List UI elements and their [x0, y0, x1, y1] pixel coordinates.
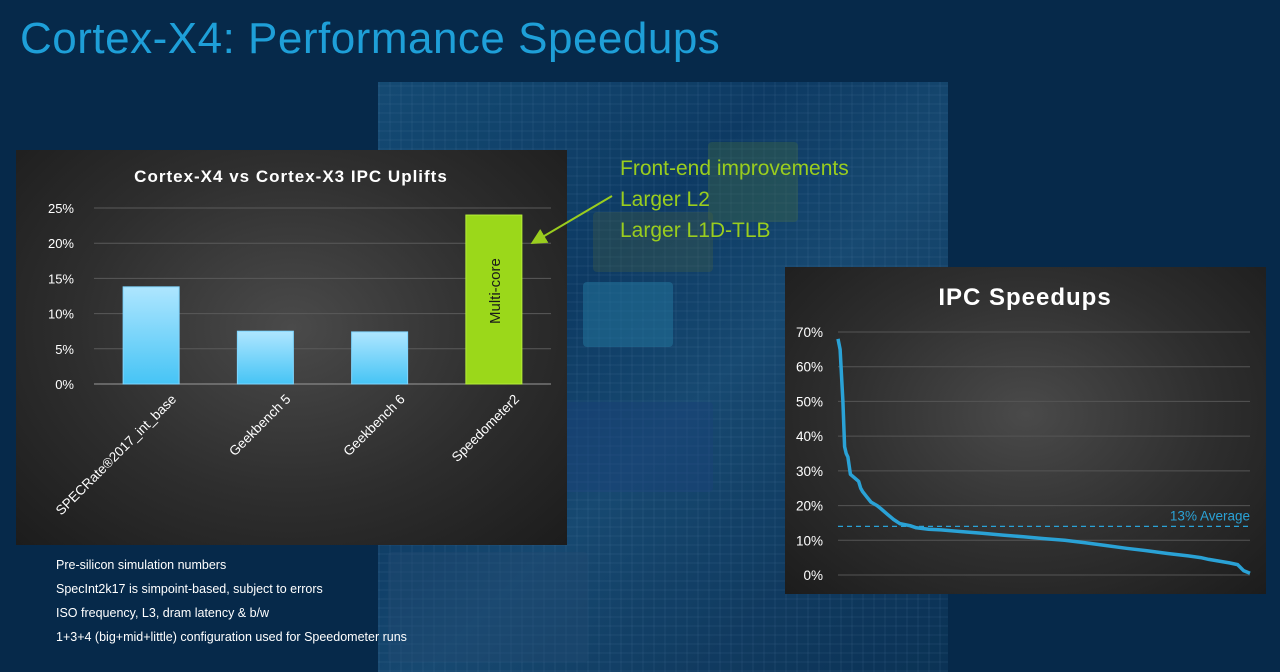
- footnote: SpecInt2k17 is simpoint-based, subject t…: [56, 582, 323, 596]
- die-block: [583, 282, 673, 347]
- average-label: 13% Average: [1170, 508, 1250, 523]
- bar-annotation: Multi-core: [487, 258, 504, 324]
- y-tick-label: 0%: [803, 568, 823, 583]
- y-tick-label: 5%: [55, 342, 74, 357]
- y-tick-label: 40%: [796, 429, 823, 444]
- die-block: [388, 552, 588, 662]
- bar: [122, 286, 180, 385]
- y-tick-label: 30%: [796, 464, 823, 479]
- ipc-speedups-chart-svg: IPC Speedups 0% 10% 20% 30% 40% 50% 60% 70% 13% A…: [796, 284, 1251, 583]
- ipc-speedups-chart: IPC Speedups 0% 10% 20% 30% 40% 50% 60% 70% 13% A…: [785, 267, 1266, 594]
- footnotes: Pre-silicon simulation numbers SpecInt2k…: [56, 553, 407, 649]
- die-block: [563, 402, 713, 492]
- die-block: [708, 142, 798, 222]
- x-tick-label: SPECRate®2017_int_base: [53, 392, 179, 518]
- y-tick-label: 60%: [796, 360, 823, 375]
- y-tick-label: 10%: [796, 533, 823, 548]
- die-block: [593, 212, 713, 272]
- ipc-uplift-chart: Cortex-X4 vs Cortex-X3 IPC Uplifts 0% 5% 10…: [16, 150, 567, 545]
- bar: [351, 331, 409, 385]
- improvements-callout: Front-end improvements Larger L2 Larger …: [620, 153, 849, 246]
- y-tick-label: 25%: [48, 201, 74, 216]
- bar: [236, 330, 294, 385]
- footnote: Pre-silicon simulation numbers: [56, 558, 227, 572]
- callout-line: Larger L1D-TLB: [620, 219, 771, 242]
- y-tick-label: 20%: [48, 236, 74, 251]
- callout-line: Larger L2: [620, 188, 710, 211]
- x-tick-label: Geekbench 5: [226, 392, 293, 459]
- y-tick-label: 10%: [48, 307, 74, 322]
- slide-title: Cortex-X4: Performance Speedups: [20, 14, 721, 63]
- chart-title: Cortex-X4 vs Cortex-X3 IPC Uplifts: [134, 167, 448, 186]
- y-tick-label: 50%: [796, 394, 823, 409]
- ipc-uplift-chart-svg: Cortex-X4 vs Cortex-X3 IPC Uplifts 0% 5% 10…: [48, 167, 551, 518]
- callout-line: Front-end improvements: [620, 157, 849, 180]
- chart-title: IPC Speedups: [938, 284, 1111, 311]
- y-tick-label: 20%: [796, 499, 823, 514]
- footnote: 1+3+4 (big+mid+little) configuration use…: [56, 630, 407, 644]
- series-line: [836, 338, 1251, 575]
- x-tick-label: Speedometer2: [449, 392, 522, 465]
- bar: [465, 214, 523, 385]
- y-tick-label: 0%: [55, 377, 74, 392]
- y-tick-label: 15%: [48, 271, 74, 286]
- y-tick-label: 70%: [796, 325, 823, 340]
- x-tick-label: Geekbench 6: [340, 392, 407, 459]
- footnote: ISO frequency, L3, dram latency & b/w: [56, 606, 270, 620]
